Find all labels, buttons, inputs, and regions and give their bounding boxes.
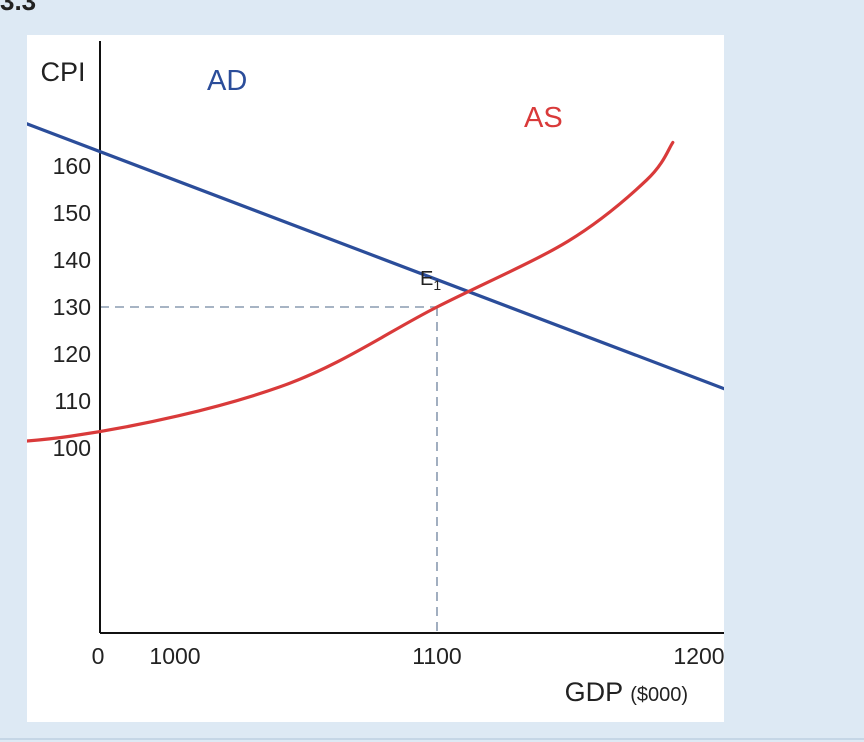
- chart-panel: 10011012013014015016010001100120013000 C…: [27, 35, 724, 722]
- x-tick-label: 1200: [673, 643, 724, 669]
- equilibrium-label-subscript: 1: [433, 277, 441, 293]
- series-as-curve: [27, 140, 675, 443]
- origin-label: 0: [92, 643, 105, 669]
- x-tick-label: 1000: [149, 643, 200, 669]
- y-tick-label: 110: [54, 388, 91, 414]
- axis-labels: CPI GDP ($000) AD AS E1: [40, 57, 688, 707]
- series-ad-label: AD: [207, 65, 247, 97]
- equilibrium-label-main: E: [420, 268, 433, 290]
- y-tick-label: 140: [53, 247, 91, 273]
- equilibrium-label: E1: [420, 268, 441, 293]
- y-tick-label: 130: [53, 294, 91, 320]
- equilibrium-guides: [100, 306, 438, 633]
- series-group: [27, 122, 724, 443]
- series-ad-curve: [27, 122, 724, 391]
- y-tick-label: 120: [53, 341, 91, 367]
- y-tick-label: 150: [53, 200, 91, 226]
- y-tick-label: 160: [53, 153, 91, 179]
- x-axis-title: GDP ($000): [565, 677, 688, 707]
- x-tick-label: 1100: [412, 643, 461, 669]
- x-axis-title-main: GDP: [565, 677, 624, 707]
- bottom-divider: [0, 738, 864, 740]
- y-axis-title: CPI: [40, 57, 85, 87]
- tick-labels: 10011012013014015016010001100120013000: [53, 153, 724, 669]
- ad-as-chart: 10011012013014015016010001100120013000 C…: [27, 41, 724, 707]
- series-as-label: AS: [524, 102, 563, 134]
- section-number: 3.3: [0, 0, 37, 16]
- x-axis-title-unit: ($000): [630, 684, 688, 706]
- axes: [99, 41, 724, 634]
